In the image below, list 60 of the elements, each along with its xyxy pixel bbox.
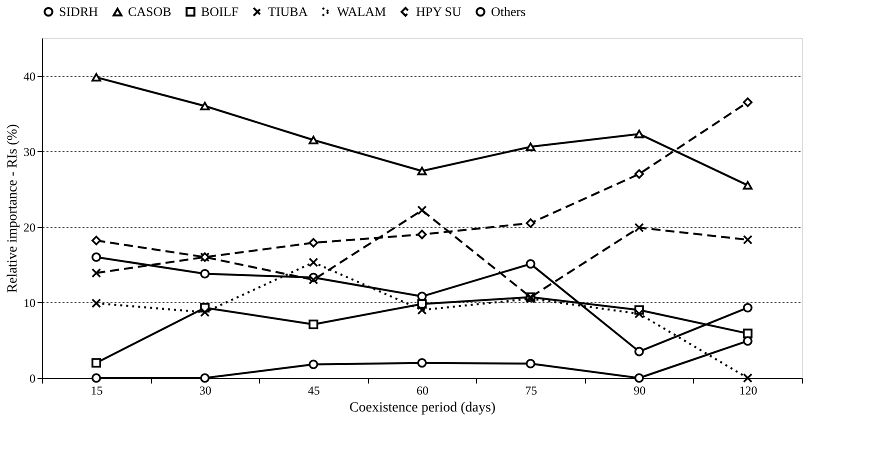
point <box>526 259 536 269</box>
point <box>92 236 102 246</box>
point <box>526 218 536 228</box>
x-tick-label: 90 <box>634 384 646 398</box>
point <box>634 222 644 232</box>
x-tick-label: 45 <box>308 384 320 398</box>
point <box>742 97 752 107</box>
point <box>200 102 210 110</box>
x-tick-label: 75 <box>525 384 538 398</box>
point <box>92 373 102 383</box>
point <box>742 328 752 338</box>
point <box>742 302 752 312</box>
point <box>92 73 102 82</box>
point <box>634 309 644 319</box>
point <box>200 373 210 383</box>
point <box>92 252 102 262</box>
point <box>417 358 427 368</box>
x-tick-label: 120 <box>739 384 758 398</box>
point <box>308 360 318 370</box>
y-tick-label: 20 <box>24 220 36 234</box>
point <box>742 336 752 346</box>
point <box>200 268 210 278</box>
point <box>308 258 318 268</box>
legend-label: WALAM <box>337 4 387 19</box>
y-tick-label: 40 <box>24 69 36 84</box>
point <box>526 142 536 152</box>
point <box>634 346 644 356</box>
point <box>417 230 427 240</box>
point <box>92 358 102 368</box>
point <box>742 181 752 190</box>
point <box>417 205 427 216</box>
y-tick-label: 10 <box>24 296 36 310</box>
point <box>634 373 644 383</box>
point <box>634 130 644 138</box>
y-tick-label: 30 <box>24 144 36 159</box>
point <box>742 234 752 245</box>
point <box>742 373 752 383</box>
point <box>200 307 210 318</box>
point <box>308 136 318 144</box>
legend-label: HPY SU <box>416 4 462 19</box>
legend-label: CASOB <box>128 4 172 20</box>
point <box>92 298 102 308</box>
legend-label: Others <box>491 4 526 19</box>
y-tick-label: 0 <box>30 372 36 386</box>
point <box>308 320 318 330</box>
point <box>634 169 644 179</box>
x-tick-label: 30 <box>199 384 212 398</box>
point <box>526 358 536 368</box>
legend-label: TIUBA <box>268 4 308 19</box>
point <box>417 166 427 176</box>
x-axis-title: Coexistence period (days) <box>349 400 496 416</box>
x-tick-label: 60 <box>416 384 428 398</box>
point <box>308 238 318 248</box>
point <box>308 275 318 285</box>
point <box>417 305 427 315</box>
y-axis-title: Relative importance - RIs (%) <box>6 124 20 293</box>
point <box>92 268 102 278</box>
x-tick-label: 15 <box>90 384 103 398</box>
legend-label: BOILF <box>201 4 239 19</box>
legend-label: SIDRH <box>59 4 98 19</box>
